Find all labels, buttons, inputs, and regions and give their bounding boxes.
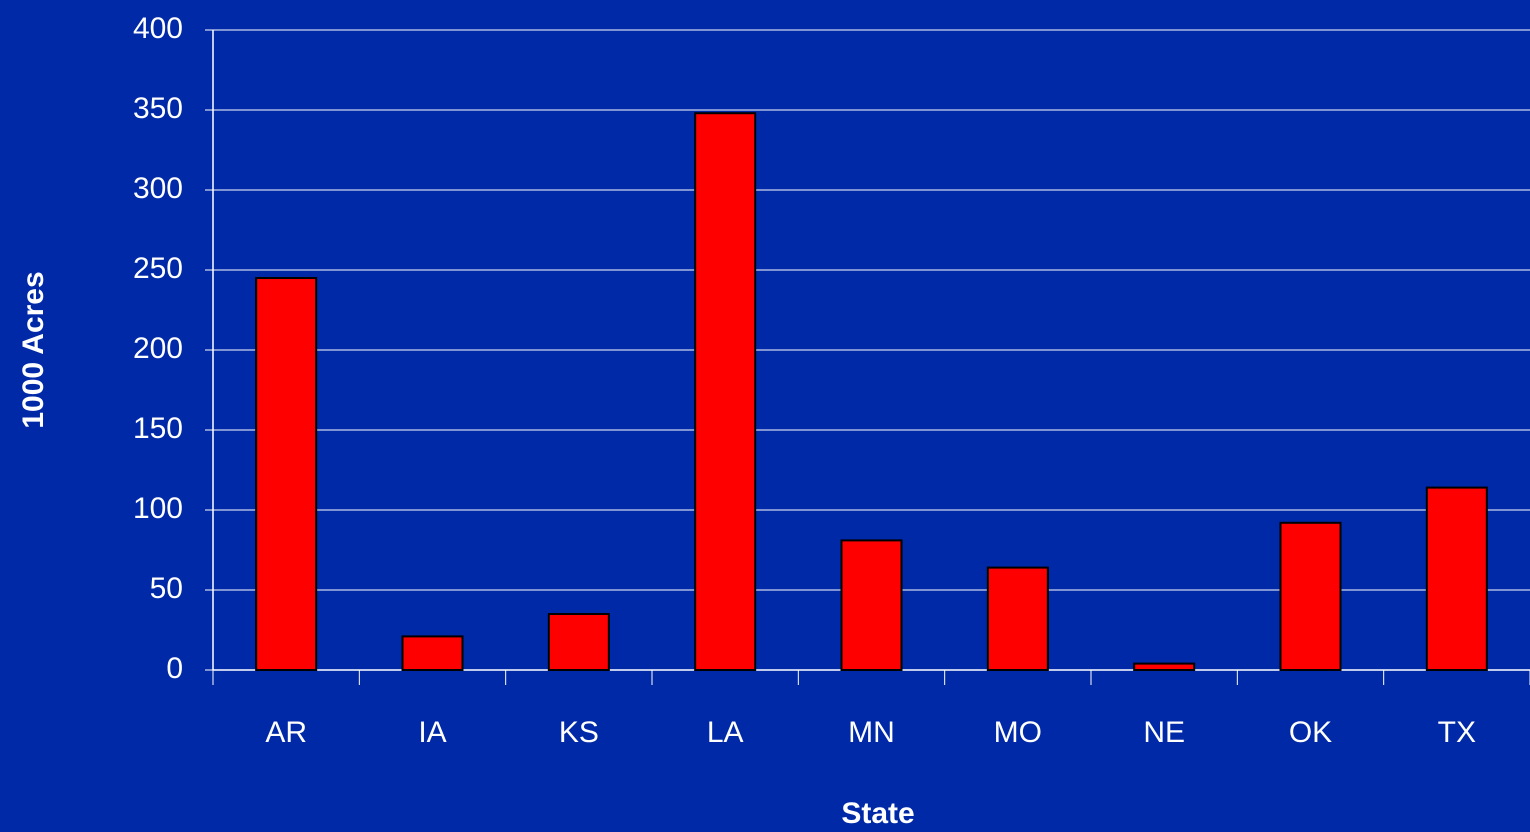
- bar: [1425, 486, 1488, 671]
- bar: [1133, 662, 1196, 671]
- y-tick-label: 50: [150, 572, 183, 605]
- y-tick-label: 100: [133, 492, 183, 525]
- bar: [401, 635, 464, 672]
- bar: [547, 613, 610, 671]
- x-tick-label: OK: [1289, 716, 1332, 749]
- y-tick-label: 250: [133, 252, 183, 285]
- y-tick-label: 300: [133, 172, 183, 205]
- x-tick-label: MN: [848, 716, 895, 749]
- y-axis-label: 1000 Acres: [17, 271, 50, 428]
- x-tick-label: AR: [265, 716, 307, 749]
- y-tick-label: 350: [133, 92, 183, 125]
- x-tick-label: KS: [559, 716, 599, 749]
- x-axis-label: State: [841, 797, 914, 830]
- x-tick-label: LA: [707, 716, 744, 749]
- x-tick-label: TX: [1438, 716, 1476, 749]
- bar: [255, 277, 318, 671]
- x-tick-label: MO: [994, 716, 1042, 749]
- y-tick-label: 400: [133, 12, 183, 45]
- x-tick-label: NE: [1143, 716, 1185, 749]
- bar: [986, 566, 1049, 671]
- y-tick-label: 150: [133, 412, 183, 445]
- y-tick-label: 200: [133, 332, 183, 365]
- y-tick-label: 0: [166, 652, 183, 685]
- x-tick-label: IA: [418, 716, 446, 749]
- bar: [1279, 521, 1342, 671]
- bar: [840, 539, 903, 672]
- bar: [694, 112, 757, 671]
